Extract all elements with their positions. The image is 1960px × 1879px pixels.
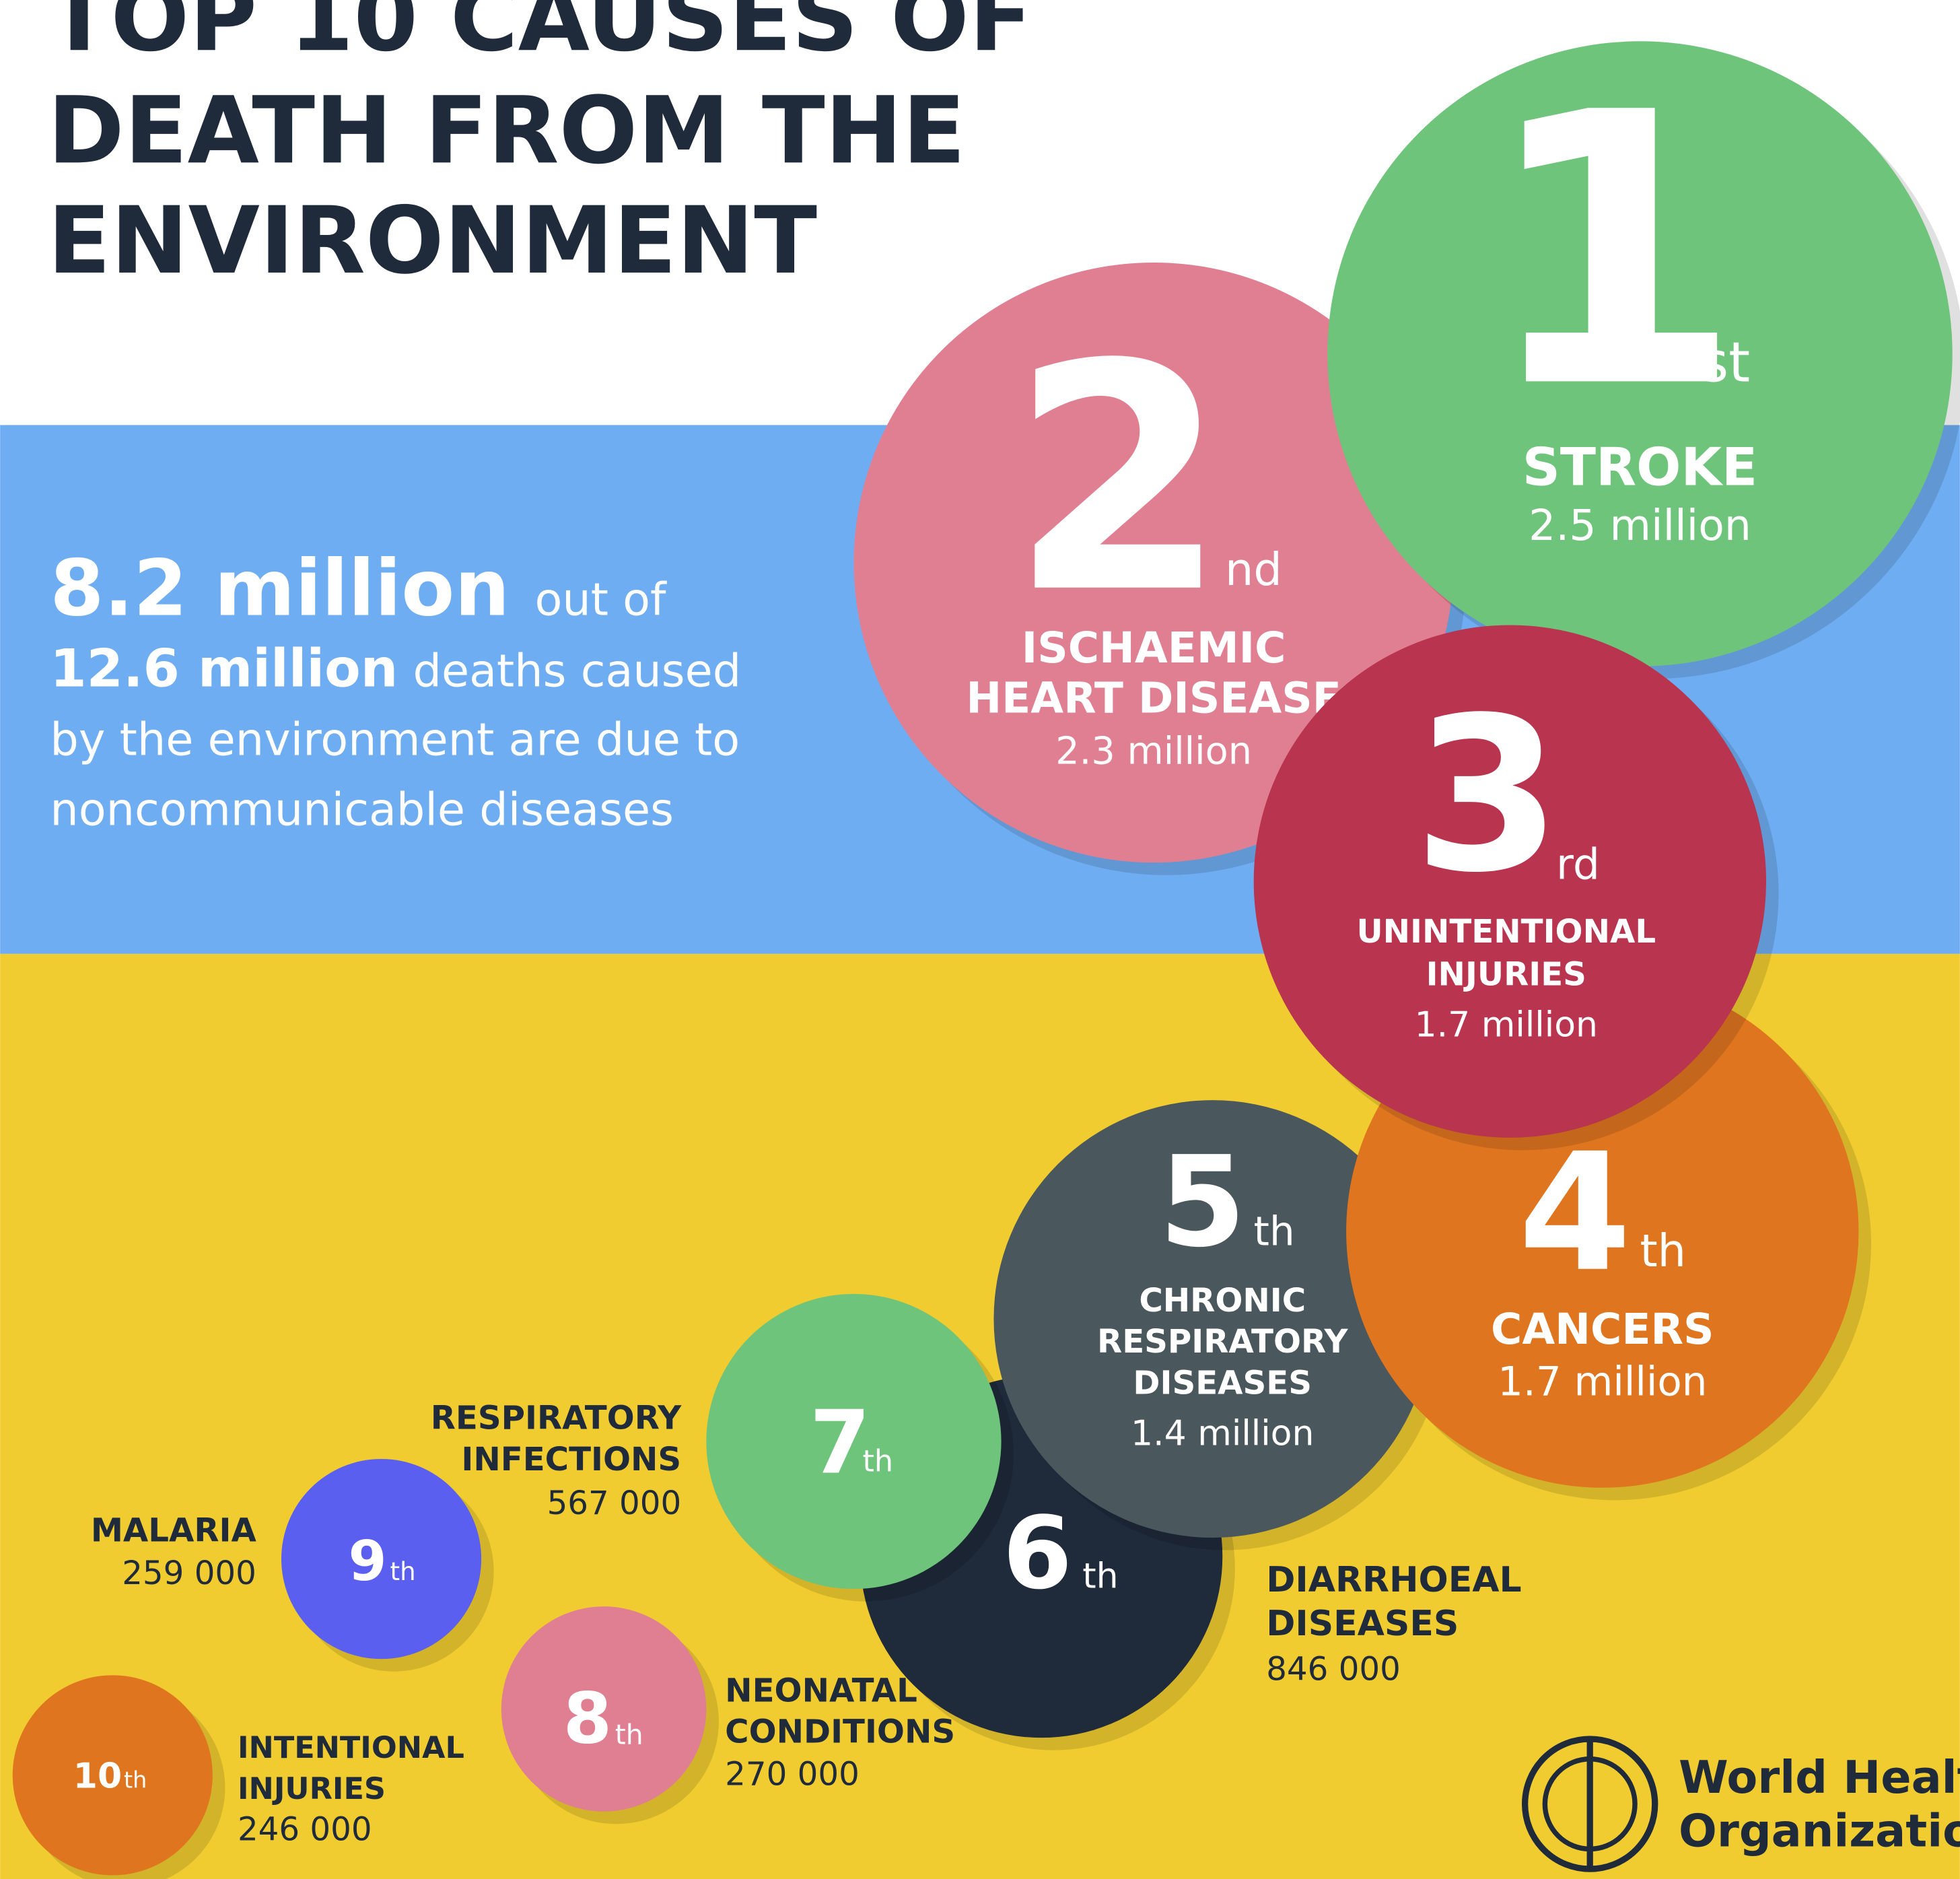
rank-suffix: nd xyxy=(1225,543,1282,596)
title-line: ENVIRONMENT xyxy=(48,187,817,295)
cause-name: RESPIRATORY xyxy=(431,1399,682,1437)
highlight: 12.6 million xyxy=(50,638,398,699)
rank-suffix: th xyxy=(862,1444,893,1479)
summary-line: noncommunicable diseases xyxy=(50,784,674,836)
cause-name: INJURIES xyxy=(1426,955,1586,993)
rank-suffix: th xyxy=(390,1557,416,1586)
rank-number: 10 xyxy=(73,1756,122,1796)
cause-name: INFECTIONS xyxy=(461,1441,681,1478)
rank-number: 3 xyxy=(1413,673,1562,920)
rank-number: 9 xyxy=(349,1530,387,1594)
cause-name: INTENTIONAL xyxy=(238,1730,464,1765)
cause-name: UNINTENTIONAL xyxy=(1356,913,1656,951)
highlight: 8.2 million xyxy=(50,544,510,634)
cause-name: CHRONIC xyxy=(1139,1282,1306,1320)
cause-name: INJURIES xyxy=(238,1771,386,1806)
cause-value: 1.7 million xyxy=(1498,1359,1707,1405)
cause-value: 259 000 xyxy=(122,1555,256,1592)
cause-name: DISEASES xyxy=(1133,1365,1312,1402)
cause-value: 1.7 million xyxy=(1415,1004,1598,1045)
rank-suffix: th xyxy=(1640,1225,1686,1277)
cause-name: DISEASES xyxy=(1266,1604,1459,1644)
rank-number: 1 xyxy=(1482,34,1743,470)
rank-number: 7 xyxy=(810,1391,870,1493)
cause-value: 846 000 xyxy=(1266,1651,1401,1688)
rank-number: 8 xyxy=(563,1678,612,1760)
summary-text: out of xyxy=(534,574,667,626)
cause-name: ISCHAEMIC xyxy=(1022,623,1286,673)
summary: 8.2 million out of 12.6 million deaths cau… xyxy=(50,544,741,836)
cause-value: 270 000 xyxy=(725,1756,860,1793)
cause-name: DIARRHOEAL xyxy=(1266,1560,1521,1600)
logo-text: Organization xyxy=(1679,1805,1960,1857)
cause-value: 246 000 xyxy=(238,1810,372,1848)
cause-name: CANCERS xyxy=(1491,1304,1714,1354)
cause-name: HEART DISEASE xyxy=(966,673,1341,722)
cause-value: 567 000 xyxy=(547,1484,682,1522)
page: TOP 10 CAUSES OF DEATH FROM THE ENVIRONM… xyxy=(0,0,1960,1879)
summary-line: 12.6 million deaths caused xyxy=(50,638,741,699)
rank-suffix: st xyxy=(1700,331,1751,395)
rank-suffix: th xyxy=(1254,1209,1295,1256)
rank-number: 2 xyxy=(1010,298,1228,662)
cause-name: MALARIA xyxy=(91,1512,257,1550)
rank-number: 5 xyxy=(1159,1130,1246,1275)
rank-suffix: th xyxy=(124,1767,147,1793)
infographic: TOP 10 CAUSES OF DEATH FROM THE ENVIRONM… xyxy=(0,0,1960,1879)
rank-suffix: th xyxy=(615,1718,643,1750)
title-line: DEATH FROM THE xyxy=(48,77,966,184)
title-line: TOP 10 CAUSES OF xyxy=(48,0,1032,72)
rank-suffix: rd xyxy=(1556,839,1600,889)
rank-suffix: th xyxy=(1082,1556,1118,1596)
logo-text: World Health xyxy=(1679,1751,1960,1804)
cause-name: RESPIRATORY xyxy=(1097,1323,1348,1361)
cause-name: CONDITIONS xyxy=(725,1713,955,1751)
cause-value: 1.4 million xyxy=(1131,1414,1314,1454)
cause-name: NEONATAL xyxy=(725,1672,917,1709)
cause-name: STROKE xyxy=(1523,437,1757,498)
summary-text: deaths caused xyxy=(413,644,742,697)
summary-line: by the environment are due to xyxy=(50,714,740,766)
cause-value: 2.5 million xyxy=(1529,500,1751,550)
rank-number: 6 xyxy=(1003,1495,1072,1612)
cause-value: 2.3 million xyxy=(1055,730,1252,774)
